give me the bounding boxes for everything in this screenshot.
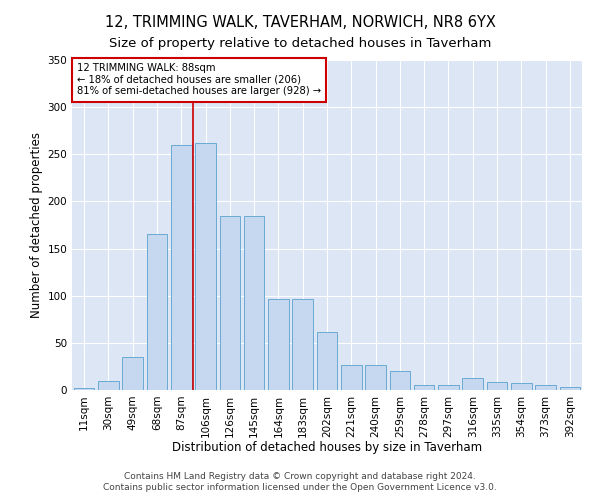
Text: 12 TRIMMING WALK: 88sqm
← 18% of detached houses are smaller (206)
81% of semi-d: 12 TRIMMING WALK: 88sqm ← 18% of detache… [77,64,321,96]
Bar [171,145,191,390]
Bar [268,298,289,390]
Text: Contains HM Land Registry data © Crown copyright and database right 2024.
Contai: Contains HM Land Registry data © Crown c… [103,472,497,492]
Text: 12, TRIMMING WALK, TAVERHAM, NORWICH, NR8 6YX: 12, TRIMMING WALK, TAVERHAM, NORWICH, NR… [104,15,496,30]
Bar [122,357,143,390]
X-axis label: Distribution of detached houses by size in Taverham: Distribution of detached houses by size … [172,441,482,454]
Bar [535,386,556,390]
Bar [365,364,386,390]
Y-axis label: Number of detached properties: Number of detached properties [30,132,43,318]
Bar [74,388,94,390]
Bar [438,386,459,390]
Bar [389,371,410,390]
Bar [292,298,313,390]
Bar [560,387,580,390]
Bar [146,234,167,390]
Bar [98,380,119,390]
Bar [511,384,532,390]
Bar [414,386,434,390]
Bar [220,216,240,390]
Text: Size of property relative to detached houses in Taverham: Size of property relative to detached ho… [109,38,491,51]
Bar [195,143,216,390]
Bar [487,382,508,390]
Bar [463,378,483,390]
Bar [244,216,265,390]
Bar [317,332,337,390]
Bar [341,364,362,390]
